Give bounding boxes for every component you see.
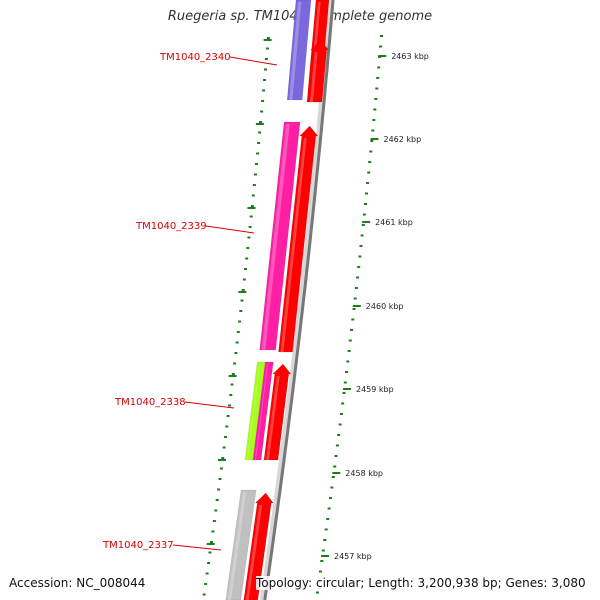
feature-2338-magenta-highlight [255, 364, 269, 460]
feature-2339-highlight [261, 124, 290, 350]
feature-2338-lime-highlight [247, 364, 261, 460]
cds-forward-2340-highlight [310, 52, 318, 102]
scale-label: 2460 kbp [366, 302, 404, 311]
scale-label: 2461 kbp [375, 218, 413, 227]
genome-summary-text: Topology: circular; Length: 3,200,938 bp… [256, 576, 586, 590]
gene-label: TM1040_2337 [102, 540, 174, 551]
cds-forward-2337-highlight [245, 505, 263, 600]
scale-label: 2462 kbp [384, 135, 422, 144]
cds-forward-2338 [263, 363, 292, 461]
feature-2337-highlight [227, 492, 247, 600]
feature-2339 [259, 121, 301, 351]
scale-label: 2457 kbp [334, 552, 372, 561]
gene-label-leader [229, 56, 278, 66]
gene-label-leader [184, 401, 235, 409]
cds-forward-2338-highlight [266, 376, 280, 460]
scale-label: 2458 kbp [345, 469, 383, 478]
gene-label: TM1040_2338 [114, 397, 186, 408]
feature-2337 [225, 489, 257, 600]
feature-2340-highlight [289, 2, 302, 100]
cds-forward-2339 [278, 125, 319, 353]
gene-label: TM1040_2340 [159, 52, 231, 63]
cds-forward-2337 [243, 492, 274, 600]
cds-forward-2340 [307, 39, 330, 103]
accession-text: Accession: NC_008044 [9, 576, 146, 590]
feature-2340 [286, 0, 312, 101]
scale-label: 2463 kbp [391, 52, 429, 61]
features [225, 0, 330, 600]
gene-label: TM1040_2339 [135, 221, 207, 232]
scale-ticks: 2463 kbp 2462 kbp 2461 kbp 2460 kbp 2459 kbp… [202, 35, 429, 596]
scale-label: 2459 kbp [356, 385, 394, 394]
gene-label-leader [205, 225, 255, 234]
backbone-dark [263, 0, 335, 600]
feature-2338-magenta [252, 361, 274, 461]
gene-label-leader [172, 544, 222, 551]
gene-labels: TM1040_2340 TM1040_2339 TM1040_2338 TM1040_… [102, 52, 278, 551]
cds-forward-2339-highlight [280, 138, 307, 352]
